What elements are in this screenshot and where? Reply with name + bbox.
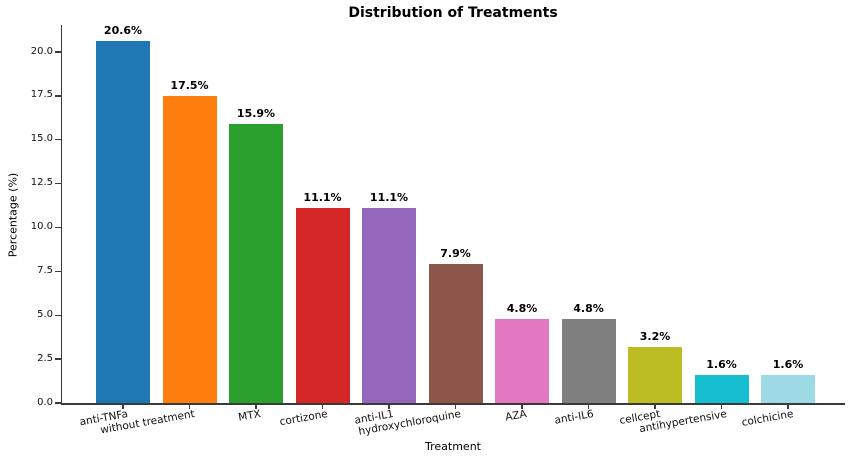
x-tick-label-cortizone: cortizone	[278, 408, 329, 429]
bar-value-label-cortizone: 11.1%	[303, 191, 342, 205]
y-tick-mark	[55, 402, 61, 404]
bar-cellcept	[628, 346, 682, 403]
bar-value-label-anti-il1: 11.1%	[369, 191, 409, 205]
bar-value-label-aza: 4.8%	[506, 301, 538, 315]
x-tick-mark	[255, 404, 257, 409]
x-tick-mark	[321, 404, 324, 409]
bar-colchicine	[761, 374, 815, 403]
x-tick-label-colchicine: colchicine	[740, 408, 795, 429]
y-tick-mark	[55, 139, 61, 141]
y-tick-label-15.0: 15.0	[30, 133, 53, 145]
x-axis-spine	[60, 403, 845, 405]
bar-antihypertensive	[694, 374, 749, 403]
bar-anti-tnfa	[96, 41, 150, 403]
y-tick-mark	[55, 95, 61, 97]
bar-cortizone	[295, 208, 350, 403]
y-tick-label-2.5: 2.5	[37, 352, 53, 364]
y-axis-label: Percentage (%)	[6, 172, 20, 258]
bar-anti-il1	[362, 208, 416, 403]
chart-title: Distribution of Treatments	[348, 5, 558, 21]
y-tick-mark	[55, 51, 61, 53]
x-tick-mark	[188, 404, 191, 409]
y-axis-spine	[60, 25, 63, 404]
y-tick-label-10.0: 10.0	[30, 221, 53, 232]
y-tick-label-20.0: 20.0	[30, 45, 53, 57]
bar-value-label-mtx: 15.9%	[236, 106, 276, 120]
x-tick-mark	[521, 404, 523, 409]
x-tick-mark	[122, 404, 124, 409]
bar-value-label-hydroxychloroquine: 7.9%	[440, 247, 471, 261]
y-tick-mark	[55, 182, 61, 185]
x-tick-mark	[654, 404, 656, 409]
bar-value-label-anti-tnfa: 20.6%	[103, 24, 143, 38]
bar-mtx	[229, 123, 283, 403]
bar-value-label-without-treatment: 17.5%	[170, 78, 209, 92]
bar-value-label-anti-il6: 4.8%	[573, 301, 604, 315]
y-tick-label-5.0: 5.0	[37, 308, 53, 320]
y-tick-label-0.0: 0.0	[37, 396, 53, 408]
x-tick-label-anti-il6: anti-IL6	[553, 408, 595, 427]
y-tick-mark	[55, 270, 61, 273]
x-tick-label-mtx: MTX	[237, 408, 263, 424]
y-tick-mark	[55, 314, 61, 316]
y-tick-label-7.5: 7.5	[37, 264, 53, 276]
x-tick-mark	[454, 404, 457, 409]
x-tick-label-aza: AZA	[504, 408, 529, 424]
x-tick-mark	[720, 404, 723, 409]
bar-aza	[495, 318, 549, 403]
x-tick-mark	[787, 404, 789, 409]
y-tick-mark	[55, 358, 61, 360]
bar-without-treatment	[162, 95, 217, 403]
y-tick-mark	[55, 226, 61, 229]
y-tick-label-17.5: 17.5	[30, 89, 53, 101]
x-tick-mark	[587, 404, 590, 409]
bar-anti-il6	[561, 318, 616, 403]
bar-value-label-cellcept: 3.2%	[639, 329, 671, 343]
bar-hydroxychloroquine	[428, 264, 483, 403]
bar-value-label-antihypertensive: 1.6%	[706, 357, 737, 371]
x-axis-label: Treatment	[425, 440, 481, 453]
bar-value-label-colchicine: 1.6%	[772, 357, 804, 371]
y-tick-label-12.5: 12.5	[30, 177, 53, 189]
x-tick-mark	[388, 404, 390, 409]
